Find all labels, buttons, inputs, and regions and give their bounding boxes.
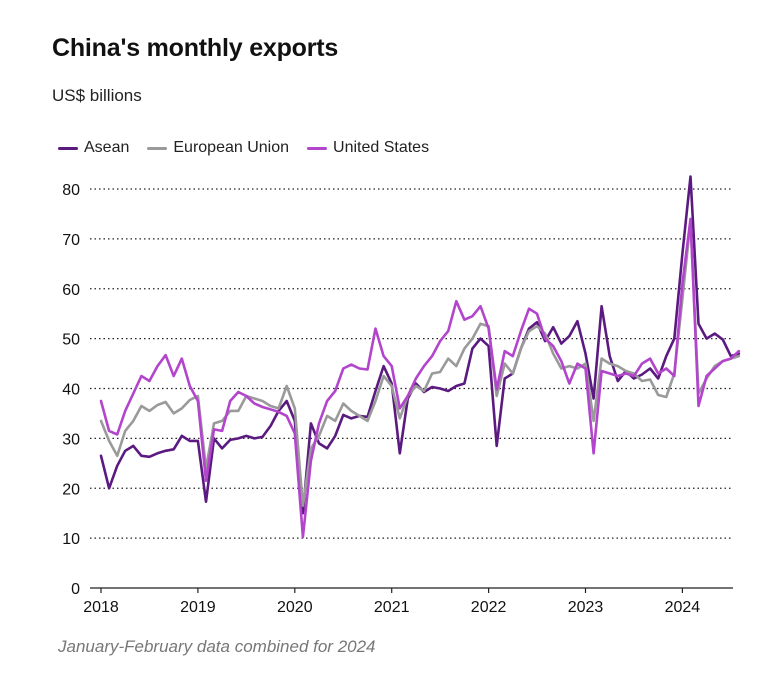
gridlines xyxy=(90,188,733,539)
series-lines xyxy=(99,175,741,539)
legend-label-united-states: United States xyxy=(333,139,430,156)
series-line-asean xyxy=(99,175,741,515)
y-tick-label-20: 20 xyxy=(62,481,80,498)
x-axis xyxy=(90,587,733,593)
x-tick-label-2022: 2022 xyxy=(471,599,507,616)
chart-title: China's monthly exports xyxy=(52,34,339,62)
y-tick-label-50: 50 xyxy=(62,332,80,349)
y-axis-tick-labels: 0 10 20 30 40 50 60 70 80 xyxy=(62,182,80,598)
x-axis-tick-labels: 2018 2019 2020 2021 2022 2023 2024 xyxy=(83,599,700,616)
series-line-united-states xyxy=(99,217,741,539)
x-tick-label-2023: 2023 xyxy=(568,599,604,616)
y-tick-label-70: 70 xyxy=(62,232,80,249)
x-tick-label-2024: 2024 xyxy=(665,599,701,616)
chart-footnote: January-February data combined for 2024 xyxy=(58,637,376,656)
y-tick-label-40: 40 xyxy=(62,382,80,399)
y-tick-label-80: 80 xyxy=(62,182,80,199)
legend-item-united-states: United States xyxy=(307,139,429,157)
legend: Asean European Union United States xyxy=(58,139,429,157)
legend-swatch-european-union xyxy=(147,146,168,150)
y-tick-label-0: 0 xyxy=(71,581,80,598)
x-tick-label-2019: 2019 xyxy=(180,599,216,616)
legend-swatch-united-states xyxy=(307,146,328,150)
legend-label-european-union: European Union xyxy=(173,139,290,156)
legend-item-asean: Asean xyxy=(58,139,129,157)
legend-swatch-asean xyxy=(58,146,78,150)
y-tick-label-60: 60 xyxy=(62,282,80,299)
series-line-european-union xyxy=(99,220,741,508)
legend-label-asean: Asean xyxy=(84,139,130,156)
x-tick-label-2021: 2021 xyxy=(374,599,410,616)
x-tick-label-2018: 2018 xyxy=(83,599,119,616)
chart-subtitle: US$ billions xyxy=(52,86,142,105)
x-tick-label-2020: 2020 xyxy=(277,599,313,616)
y-tick-label-30: 30 xyxy=(62,431,80,448)
y-tick-label-10: 10 xyxy=(62,531,80,548)
legend-item-european-union: European Union xyxy=(147,139,289,157)
